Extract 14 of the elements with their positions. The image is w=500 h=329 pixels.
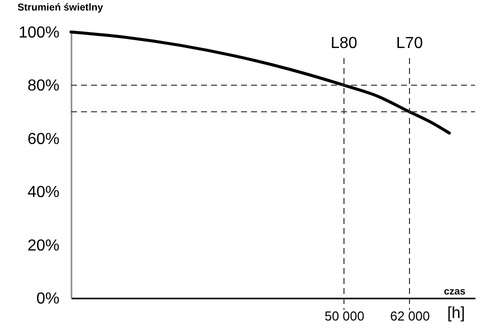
y-tick-label: 80% [27, 78, 60, 95]
y-axis-title: Strumień świetlny [18, 2, 104, 14]
x-tick-label: 50 000 [324, 308, 364, 324]
y-tick-label: 20% [27, 237, 60, 254]
x-axis-title: czas [444, 286, 466, 298]
y-tick-label: 0% [36, 290, 60, 308]
ref-line-label: L70 [396, 35, 423, 52]
line-series [70, 30, 451, 135]
ref-line-label: L80 [330, 35, 358, 52]
y-tick-label: 40% [27, 184, 60, 202]
text: [h] [447, 305, 465, 322]
x-tick-label: 62 000 [390, 308, 430, 324]
y-tick-label: 60% [27, 130, 60, 148]
y-tick-label: 100% [18, 24, 60, 42]
